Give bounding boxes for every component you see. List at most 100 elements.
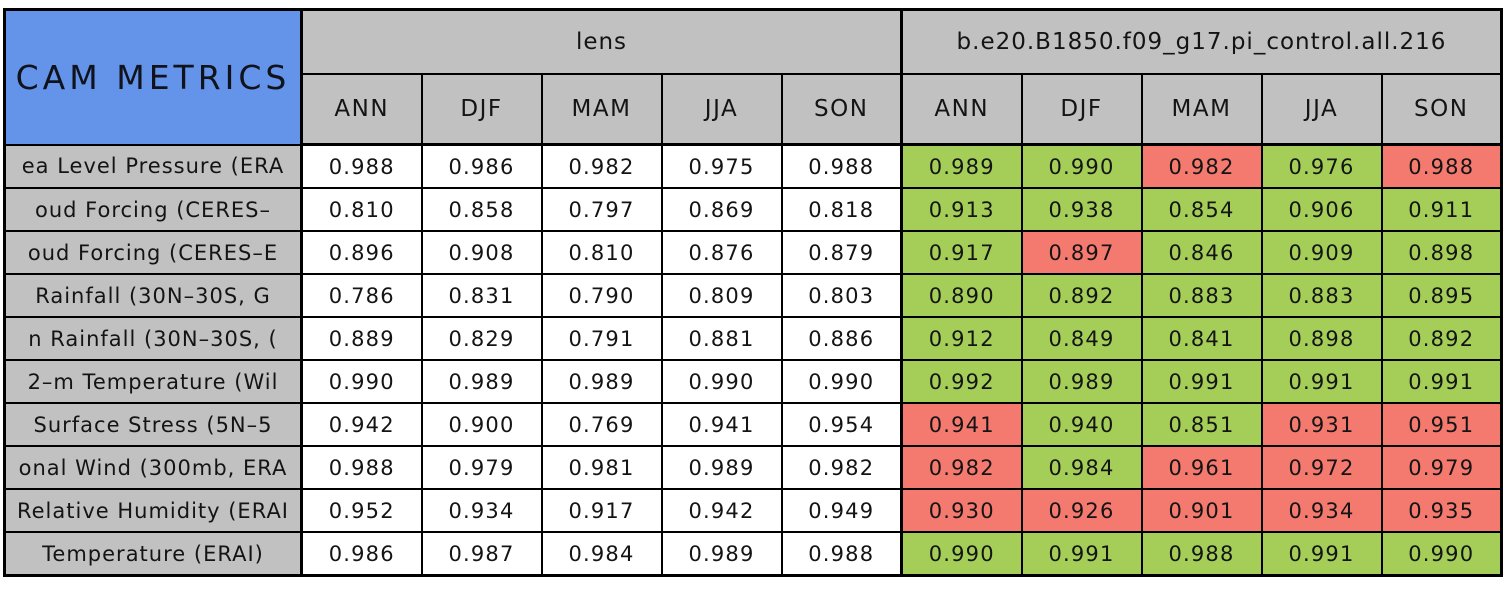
metric-cell: 0.940 bbox=[1020, 402, 1143, 447]
metric-cell: 0.989 bbox=[900, 143, 1023, 189]
metric-cell: 0.990 bbox=[900, 531, 1023, 577]
metric-cell: 0.876 bbox=[660, 230, 783, 275]
metric-cell: 0.991 bbox=[1260, 531, 1383, 577]
metric-cell: 0.896 bbox=[300, 230, 423, 275]
metric-cell: 0.981 bbox=[540, 445, 663, 490]
row-label: Relative Humidity (ERAI bbox=[3, 488, 303, 533]
metrics-table: CAM METRICS lens b.e20.B1850.f09_g17.pi_… bbox=[3, 8, 1503, 577]
metric-cell: 0.938 bbox=[1020, 187, 1143, 232]
column-group-model-case: b.e20.B1850.f09_g17.pi_control.all.216 bbox=[900, 8, 1503, 75]
table-row: n Rainfall (30N–30S, ( 0.889 0.829 0.791… bbox=[3, 316, 1503, 361]
metric-cell: 0.988 bbox=[300, 143, 423, 189]
metric-cell: 0.926 bbox=[1020, 488, 1143, 533]
metric-cell: 0.984 bbox=[1020, 445, 1143, 490]
metric-cell: 0.810 bbox=[300, 187, 423, 232]
metric-cell: 0.934 bbox=[1260, 488, 1383, 533]
metric-cell: 0.906 bbox=[1260, 187, 1383, 232]
metric-cell: 0.881 bbox=[660, 316, 783, 361]
metric-cell: 0.897 bbox=[1020, 230, 1143, 275]
table-row: Relative Humidity (ERAI 0.952 0.934 0.91… bbox=[3, 488, 1503, 533]
metric-cell: 0.972 bbox=[1260, 445, 1383, 490]
metric-cell: 0.989 bbox=[540, 359, 663, 404]
metric-cell: 0.892 bbox=[1380, 316, 1503, 361]
metric-cell: 0.849 bbox=[1020, 316, 1143, 361]
metric-cell: 0.909 bbox=[1260, 230, 1383, 275]
metric-cell: 0.889 bbox=[300, 316, 423, 361]
metric-cell: 0.846 bbox=[1140, 230, 1263, 275]
season-header-lens-mam: MAM bbox=[540, 73, 663, 146]
metric-cell: 0.986 bbox=[300, 531, 423, 577]
metric-cell: 0.886 bbox=[780, 316, 903, 361]
metric-cell: 0.979 bbox=[1380, 445, 1503, 490]
row-label: n Rainfall (30N–30S, ( bbox=[3, 316, 303, 361]
metric-cell: 0.898 bbox=[1380, 230, 1503, 275]
metric-cell: 0.991 bbox=[1140, 359, 1263, 404]
metric-cell: 0.841 bbox=[1140, 316, 1263, 361]
row-label: Temperature (ERAI) bbox=[3, 531, 303, 577]
metric-cell: 0.988 bbox=[780, 531, 903, 577]
table-title: CAM METRICS bbox=[3, 8, 303, 146]
metric-cell: 0.954 bbox=[780, 402, 903, 447]
metric-cell: 0.934 bbox=[420, 488, 543, 533]
metric-cell: 0.911 bbox=[1380, 187, 1503, 232]
metric-cell: 0.883 bbox=[1260, 273, 1383, 318]
metric-cell: 0.990 bbox=[660, 359, 783, 404]
metric-cell: 0.898 bbox=[1260, 316, 1383, 361]
table-row: onal Wind (300mb, ERA 0.988 0.979 0.981 … bbox=[3, 445, 1503, 490]
metric-cell: 0.810 bbox=[540, 230, 663, 275]
row-label: oud Forcing (CERES– bbox=[3, 187, 303, 232]
season-header-lens-jja: JJA bbox=[660, 73, 783, 146]
row-label: 2–m Temperature (Wil bbox=[3, 359, 303, 404]
season-header-model-son: SON bbox=[1380, 73, 1503, 146]
metric-cell: 0.952 bbox=[300, 488, 423, 533]
metric-cell: 0.976 bbox=[1260, 143, 1383, 189]
metric-cell: 0.979 bbox=[420, 445, 543, 490]
table-row: oud Forcing (CERES– 0.810 0.858 0.797 0.… bbox=[3, 187, 1503, 232]
column-group-lens: lens bbox=[300, 8, 903, 75]
metric-cell: 0.988 bbox=[300, 445, 423, 490]
metric-cell: 0.988 bbox=[1140, 531, 1263, 577]
metric-cell: 0.912 bbox=[900, 316, 1023, 361]
season-header-lens-ann: ANN bbox=[300, 73, 423, 146]
season-header-lens-son: SON bbox=[780, 73, 903, 146]
season-header-model-jja: JJA bbox=[1260, 73, 1383, 146]
metric-cell: 0.941 bbox=[660, 402, 783, 447]
metric-cell: 0.991 bbox=[1260, 359, 1383, 404]
metric-cell: 0.791 bbox=[540, 316, 663, 361]
metric-cell: 0.786 bbox=[300, 273, 423, 318]
metric-cell: 0.991 bbox=[1020, 531, 1143, 577]
metric-cell: 0.990 bbox=[1380, 531, 1503, 577]
metric-cell: 0.951 bbox=[1380, 402, 1503, 447]
metric-cell: 0.992 bbox=[900, 359, 1023, 404]
metric-cell: 0.988 bbox=[1380, 143, 1503, 189]
row-label: ea Level Pressure (ERA bbox=[3, 143, 303, 189]
table-row: Surface Stress (5N–5 0.942 0.900 0.769 0… bbox=[3, 402, 1503, 447]
table-row: oud Forcing (CERES–E 0.896 0.908 0.810 0… bbox=[3, 230, 1503, 275]
metric-cell: 0.790 bbox=[540, 273, 663, 318]
season-header-model-djf: DJF bbox=[1020, 73, 1143, 146]
metric-cell: 0.988 bbox=[780, 143, 903, 189]
metric-cell: 0.990 bbox=[300, 359, 423, 404]
metric-cell: 0.892 bbox=[1020, 273, 1143, 318]
metric-cell: 0.818 bbox=[780, 187, 903, 232]
season-header-row: ANN DJF MAM JJA SON ANN DJF MAM JJA SON bbox=[5, 73, 1503, 146]
row-label: Rainfall (30N–30S, G bbox=[3, 273, 303, 318]
metric-cell: 0.942 bbox=[660, 488, 783, 533]
metric-cell: 0.982 bbox=[780, 445, 903, 490]
metric-cell: 0.831 bbox=[420, 273, 543, 318]
metric-cell: 0.984 bbox=[540, 531, 663, 577]
metric-cell: 0.989 bbox=[660, 531, 783, 577]
metric-cell: 0.989 bbox=[660, 445, 783, 490]
metric-cell: 0.829 bbox=[420, 316, 543, 361]
metric-cell: 0.975 bbox=[660, 143, 783, 189]
row-label: onal Wind (300mb, ERA bbox=[3, 445, 303, 490]
metric-cell: 0.913 bbox=[900, 187, 1023, 232]
metric-cell: 0.935 bbox=[1380, 488, 1503, 533]
metric-cell: 0.982 bbox=[1140, 143, 1263, 189]
metric-cell: 0.879 bbox=[780, 230, 903, 275]
metric-cell: 0.990 bbox=[780, 359, 903, 404]
metric-cell: 0.961 bbox=[1140, 445, 1263, 490]
season-header-model-mam: MAM bbox=[1140, 73, 1263, 146]
row-label: Surface Stress (5N–5 bbox=[3, 402, 303, 447]
